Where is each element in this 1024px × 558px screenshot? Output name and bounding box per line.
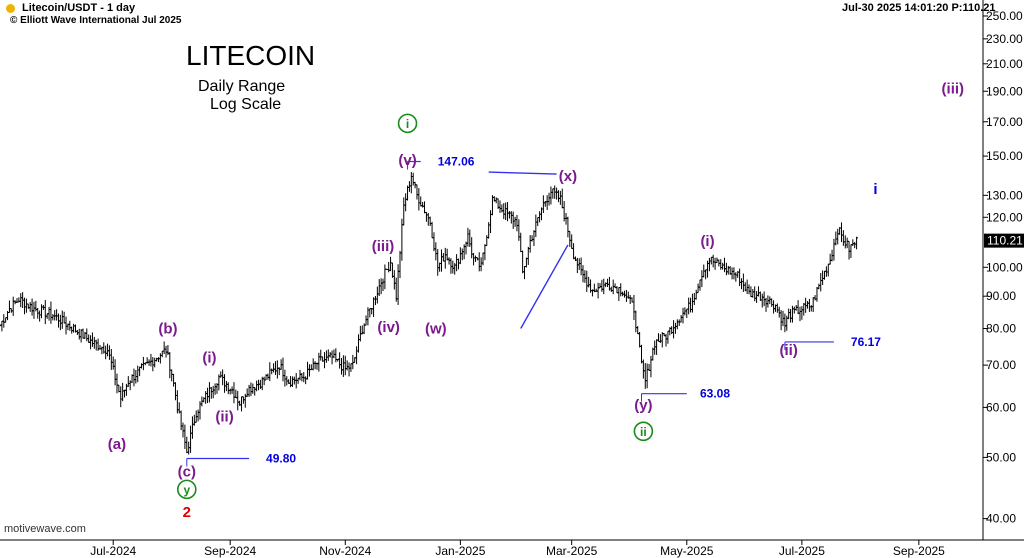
- wave-label: (w): [425, 321, 447, 338]
- wave-circle-label: ii: [640, 425, 647, 439]
- litecoin-dot-icon: [6, 4, 15, 13]
- chart-symbol-title: Litecoin/USDT - 1 day: [22, 2, 136, 14]
- wave-label-blue: i: [873, 181, 877, 198]
- level-label: 76.17: [851, 335, 881, 349]
- y-tick-label: 230.00: [986, 32, 1023, 46]
- y-tick-label: 150.00: [986, 149, 1023, 163]
- y-tick-label: 40.00: [986, 512, 1016, 526]
- current-price-label: 110.21: [987, 234, 1023, 248]
- x-tick-label: Sep-2025: [893, 544, 945, 558]
- y-tick-label: 210.00: [986, 57, 1023, 71]
- wave-label: (b): [158, 321, 177, 338]
- x-tick-label: May-2025: [660, 544, 714, 558]
- scale-label: Log Scale: [210, 96, 282, 113]
- wave-circle: [633, 421, 654, 442]
- x-tick-label: Jan-2025: [435, 544, 485, 558]
- x-tick-label: Mar-2025: [546, 544, 598, 558]
- wave-circle-label: i: [406, 117, 409, 131]
- wave-label: (ii): [780, 342, 798, 359]
- y-tick-label: 50.00: [986, 450, 1016, 464]
- wave-label: (i): [700, 233, 714, 250]
- copyright-notice: © Elliott Wave International Jul 2025: [10, 15, 182, 26]
- current-price-box: [984, 233, 1024, 248]
- y-tick-label: 100.00: [986, 260, 1023, 274]
- x-tick-label: Nov-2024: [319, 544, 371, 558]
- y-tick-label: 80.00: [986, 322, 1016, 336]
- status-readout: Jul-30 2025 14:01:20 P:110.21: [842, 2, 996, 14]
- wave-label: (ii): [215, 409, 233, 426]
- wave-label: (i): [202, 349, 216, 366]
- wave-label: (iv): [377, 319, 400, 336]
- level-label: 63.08: [700, 387, 730, 401]
- y-tick-label: 120.00: [986, 210, 1023, 224]
- asset-name: LITECOIN: [186, 40, 316, 71]
- wave-label-red: 2: [183, 504, 191, 521]
- trendline: [520, 244, 569, 329]
- wave-circle: [176, 479, 197, 500]
- y-tick-label: 170.00: [986, 115, 1023, 129]
- y-tick-label: 130.00: [986, 188, 1023, 202]
- y-tick-label: 60.00: [986, 400, 1016, 414]
- x-tick-label: Jul-2025: [779, 544, 825, 558]
- wave-circle: [397, 113, 418, 134]
- level-label: 147.06: [438, 155, 475, 169]
- y-tick-label: 70.00: [986, 358, 1016, 372]
- x-tick-label: Sep-2024: [204, 544, 256, 558]
- wave-label: (x): [559, 168, 577, 185]
- wave-label: (v): [398, 152, 416, 169]
- wave-label: (iii): [372, 238, 395, 255]
- wave-label: (a): [108, 436, 126, 453]
- wave-circle-label: y: [183, 483, 190, 497]
- y-tick-label: 90.00: [986, 289, 1016, 303]
- watermark: motivewave.com: [4, 523, 86, 535]
- wave-label: (iii): [942, 80, 965, 97]
- level-label: 49.80: [266, 452, 296, 466]
- trendline: [488, 171, 557, 175]
- wave-label: (y): [634, 397, 652, 414]
- y-tick-label: 190.00: [986, 84, 1023, 98]
- wave-label: (c): [178, 463, 196, 480]
- range-label: Daily Range: [198, 78, 286, 95]
- x-tick-label: Jul-2024: [90, 544, 136, 558]
- y-tick-label: 250.00: [986, 9, 1023, 23]
